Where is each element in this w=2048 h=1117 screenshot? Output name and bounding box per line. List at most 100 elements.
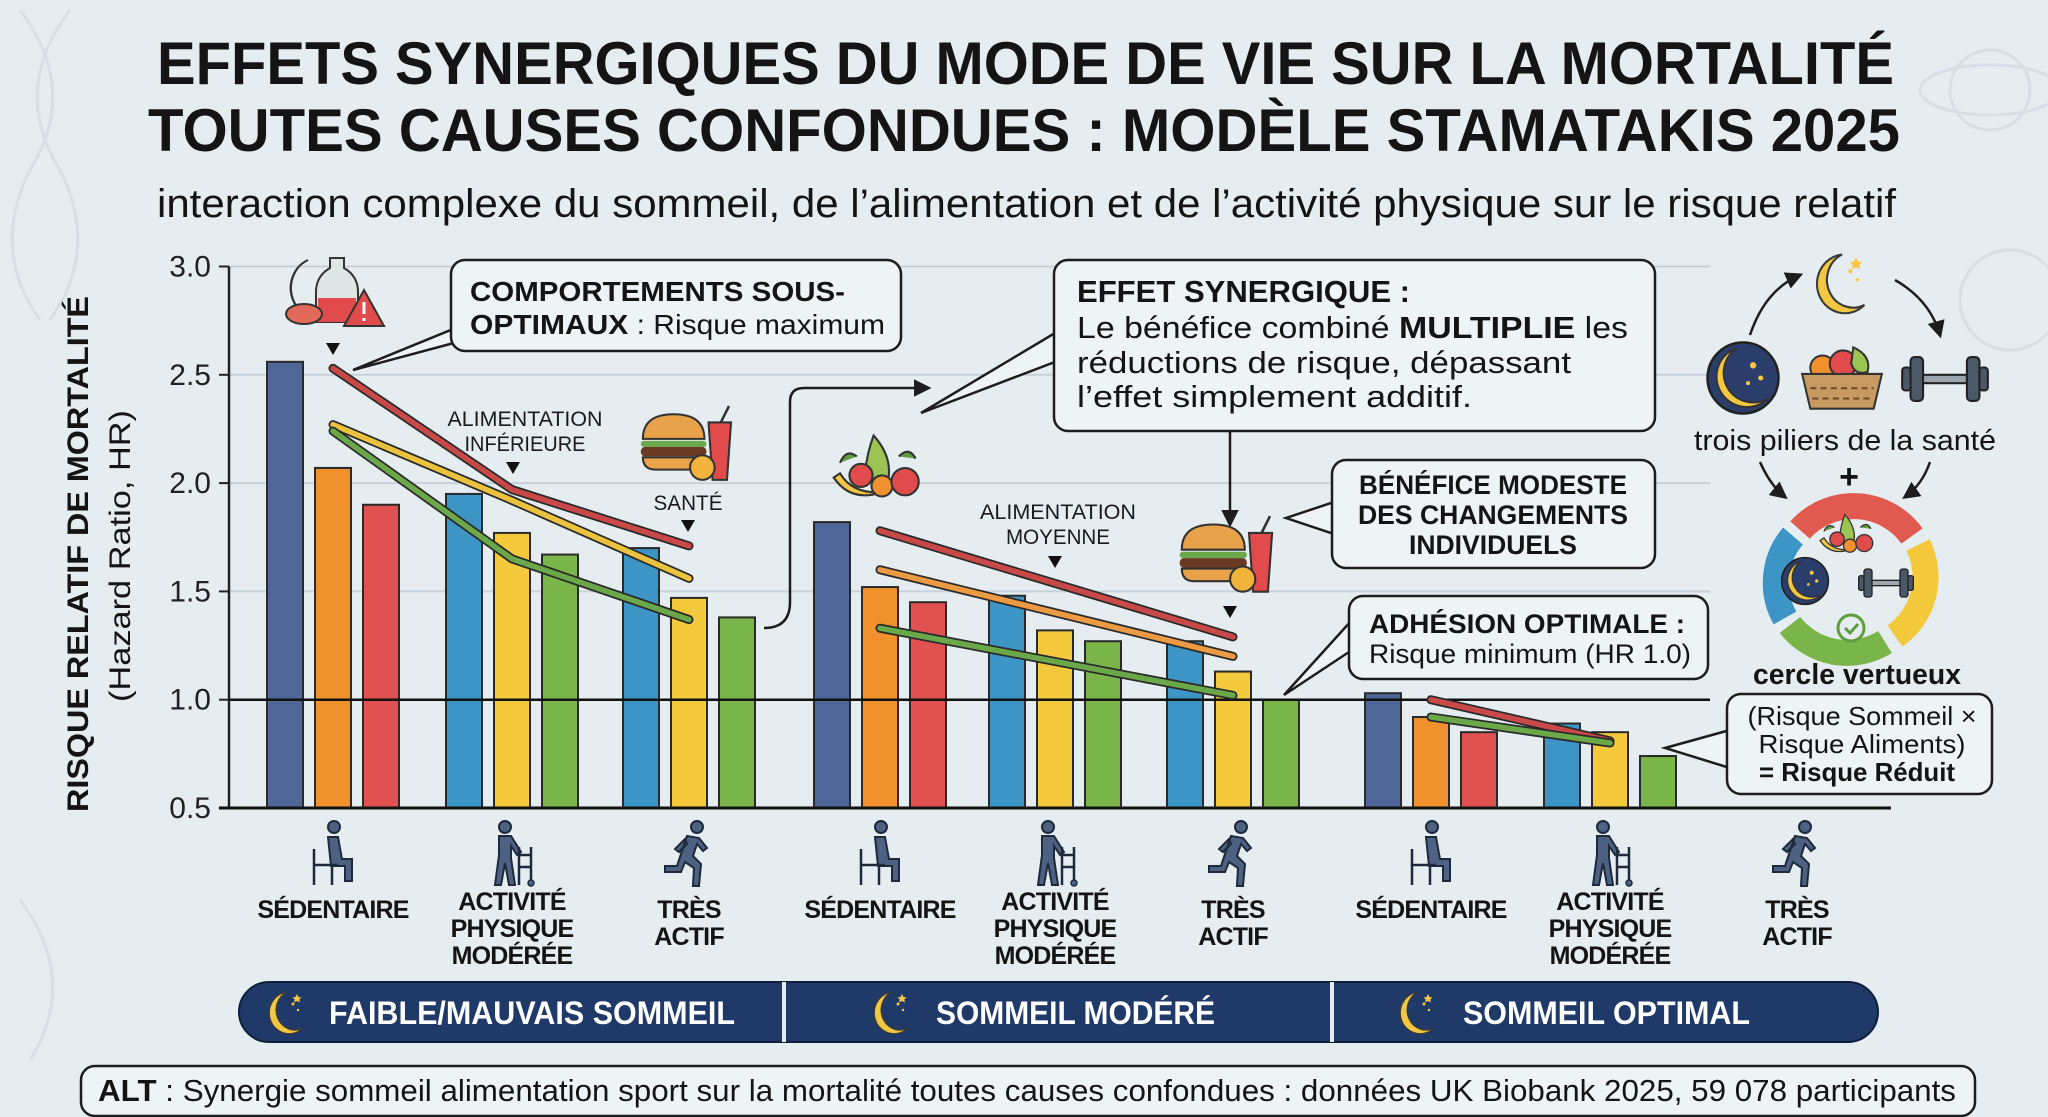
annotation-diet-mid: ALIMENTATION MOYENNE <box>980 501 1136 568</box>
x-category-label: PHYSIQUE <box>451 915 574 943</box>
alt-caption: ALT : Synergie sommeil alimentation spor… <box>79 1064 1977 1117</box>
bar-1-3-3 <box>718 616 756 810</box>
plus-sign: + <box>1839 458 1859 496</box>
annotation-diet-low: ALIMENTATION INFÉRIEURE <box>448 408 603 474</box>
x-category-label: MODÉRÉE <box>995 941 1116 970</box>
pillars-label: trois piliers de la santé <box>1694 425 1996 457</box>
bar-1-1-3 <box>362 503 400 809</box>
bar-3-1-3 <box>1460 731 1498 809</box>
text: Le bénéfice combiné <box>1077 310 1399 345</box>
callout-optimal-text: Risque minimum (HR 1.0) <box>1369 639 1691 669</box>
bar-1-2-3 <box>541 553 579 809</box>
cycle-arrow-icon <box>1748 272 1804 336</box>
bar-1-2-1 <box>445 492 483 809</box>
callout-optimal-title: ADHÉSION OPTIMALE : <box>1369 608 1685 639</box>
bar-3-2-3 <box>1639 755 1677 809</box>
annotation-diet-low-line2: INFÉRIEURE <box>465 433 586 456</box>
callout-suboptimal-line2: OPTIMAUX : Risque maximum <box>470 309 885 340</box>
alt-caption-text: ALT : Synergie sommeil alimentation spor… <box>98 1073 1956 1108</box>
bar-1-2-2 <box>493 531 531 810</box>
bar-2-1-2 <box>861 586 899 809</box>
subtitle: interaction complexe du sommeil, de l’al… <box>157 182 1897 226</box>
x-category-label: ACTIF <box>1198 923 1268 951</box>
bar-2-2-1 <box>988 594 1026 809</box>
y-tick-label: 2.5 <box>169 359 211 392</box>
annotation-diet-low-line1: ALIMENTATION <box>448 408 603 431</box>
annotation-health: SANTÉ <box>654 492 723 515</box>
trend-line-1-3 <box>330 428 692 623</box>
text: les <box>1575 310 1628 345</box>
pointer-triangle-icon <box>326 343 340 355</box>
x-category-label: TRÈS <box>657 895 721 924</box>
callout-synergy-line2: Le bénéfice combiné MULTIPLIE les <box>1077 310 1628 345</box>
alt-text: : Synergie sommeil alimentation sport su… <box>157 1073 1956 1108</box>
formula-line2: Risque Aliments) <box>1759 729 1966 759</box>
x-category-label: ACTIF <box>654 923 724 951</box>
bar-2-1-1 <box>813 521 851 809</box>
band-label-poor-sleep: FAIBLE/MAUVAIS SOMMEIL <box>329 995 735 1031</box>
bar-3-1-1 <box>1364 692 1402 810</box>
bar-1-3-1 <box>622 547 660 810</box>
x-category-label: SÉDENTAIRE <box>257 895 408 924</box>
pointer-triangle-icon <box>1223 606 1237 618</box>
sleep-icon <box>1706 341 1780 415</box>
y-axis-title: RISQUE RELATIF DE MORTALITÉ <box>61 296 95 812</box>
callout-optimal: ADHÉSION OPTIMALE : Risque minimum (HR 1… <box>1283 594 1710 697</box>
callout-modest-line1: BÉNÉFICE MODESTE <box>1359 469 1627 500</box>
pointer-triangle-icon <box>1048 556 1062 568</box>
callout-suboptimal-line1: COMPORTEMENTS SOUS- <box>470 276 845 307</box>
bar-1-1-2 <box>314 466 352 809</box>
x-category-label: ACTIVITÉ <box>1001 887 1109 916</box>
callout-suboptimal-rest: : Risque maximum <box>628 309 885 340</box>
band-label-moderate-sleep: SOMMEIL MODÉRÉ <box>936 995 1215 1031</box>
check-icon <box>1843 623 1860 636</box>
alt-label: ALT <box>98 1073 157 1108</box>
cycle-arrow-icon <box>1894 278 1945 339</box>
background-decoration <box>10 9 2048 1061</box>
bar-2-3-1 <box>1166 640 1204 810</box>
callout-suboptimal-bold: OPTIMAUX <box>470 309 629 340</box>
x-category-label: TRÈS <box>1201 895 1265 924</box>
x-category-label: SÉDENTAIRE <box>1355 895 1506 924</box>
trend-lines <box>328 363 1615 748</box>
bar-1-3-2 <box>670 596 708 810</box>
x-category-label: ACTIVITÉ <box>1556 887 1664 916</box>
sleep-category-band: FAIBLE/MAUVAIS SOMMEIL SOMMEIL MODÉRÉ SO… <box>238 981 1879 1043</box>
formula-line1: (Risque Sommeil × <box>1748 701 1977 731</box>
connector-arrow <box>763 379 932 630</box>
x-category-label: MODÉRÉE <box>452 941 573 970</box>
virtuous-circle-label: cercle vertueux <box>1753 659 1961 691</box>
callout-synergy-title: EFFET SYNERGIQUE : <box>1077 274 1410 309</box>
x-category-label: ACTIVITÉ <box>458 887 566 916</box>
x-axis-categories: SÉDENTAIRE ACTIVITÉPHYSIQUEMODÉRÉETRÈSACT… <box>257 819 1833 970</box>
x-category-label: PHYSIQUE <box>994 915 1117 943</box>
pointer-triangle-icon <box>681 520 695 532</box>
annotation-diet-mid-line2: MOYENNE <box>1006 526 1110 549</box>
bar-3-1-2 <box>1412 716 1450 810</box>
y-tick-label: 0.5 <box>169 792 211 825</box>
check-cycle-icon <box>1836 613 1866 643</box>
pointer-triangle-icon <box>506 462 520 474</box>
title-line-1: EFFETS SYNERGIQUES DU MODE DE VIE SUR LA… <box>157 30 1894 97</box>
y-tick-label: 3.0 <box>169 251 211 284</box>
bars <box>266 360 1677 810</box>
annotation-diet-mid-line1: ALIMENTATION <box>980 501 1136 524</box>
x-category-label: SÉDENTAIRE <box>804 895 955 924</box>
x-category-label: MODÉRÉE <box>1550 941 1671 970</box>
text-emphasis: MULTIPLIE <box>1399 310 1575 345</box>
cycle-arrow-icon <box>1902 461 1932 500</box>
trend-line-2-3 <box>877 625 1236 699</box>
bar-1-1-1 <box>266 360 304 809</box>
virtuous-circle-icon <box>1762 493 1939 666</box>
y-tick-label: 1.5 <box>169 575 211 608</box>
trend-line-3-1 <box>1428 696 1613 744</box>
callout-suboptimal: COMPORTEMENTS SOUS- OPTIMAUX : Risque ma… <box>352 258 903 372</box>
callout-modest-line3: INDIVIDUELS <box>1409 530 1577 560</box>
trend-line-1-1 <box>330 365 692 549</box>
bar-2-3-3 <box>1262 698 1300 810</box>
callout-synergy-line3: réductions de risque, dépassant <box>1077 345 1571 380</box>
x-category-label: ACTIF <box>1762 923 1832 951</box>
x-category-label: TRÈS <box>1765 895 1829 924</box>
trend-line-1-2 <box>330 421 692 582</box>
